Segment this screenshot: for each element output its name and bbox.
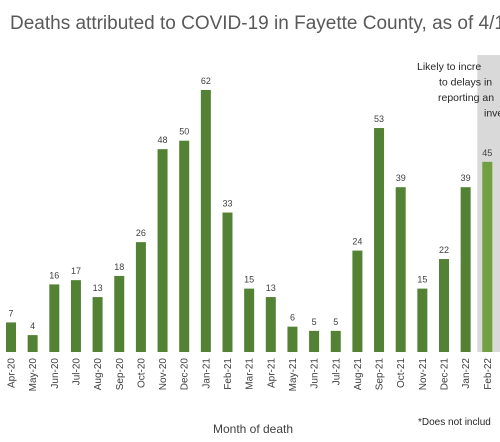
value-label: 17 [71, 266, 81, 276]
bar [352, 250, 363, 352]
bar [49, 284, 60, 352]
bar [157, 149, 168, 352]
value-label: 45 [482, 148, 492, 158]
x-tick-label: Apr-20 [7, 358, 18, 388]
value-label: 16 [49, 270, 59, 280]
x-tick-label: Jun-21 [310, 358, 321, 389]
x-tick-label: Sep-20 [115, 358, 126, 391]
annotation-line: invest [484, 108, 500, 120]
bar [460, 187, 471, 352]
bar [287, 326, 298, 352]
value-label: 18 [114, 262, 124, 272]
x-tick-label: Dec-21 [440, 358, 451, 391]
bar [114, 275, 125, 352]
annotation-line: reporting an [438, 92, 494, 104]
bar [265, 297, 276, 352]
x-tick-label: Oct-20 [136, 358, 147, 388]
footnote: *Does not includ [418, 417, 491, 428]
x-tick-label: Feb-21 [223, 358, 234, 390]
bar [92, 297, 103, 352]
value-label: 5 [312, 317, 317, 327]
bar [135, 242, 146, 352]
x-tick-label: Dec-20 [180, 358, 191, 391]
annotation-line: Likely to incre [417, 61, 481, 73]
value-label: 62 [201, 76, 211, 86]
bar [6, 322, 16, 352]
x-axis-label: Month of death [213, 422, 293, 436]
annotation-line: to delays in [439, 77, 492, 89]
value-label: 5 [333, 317, 338, 327]
value-label: 53 [374, 114, 384, 124]
value-label: 39 [396, 173, 406, 183]
x-tick-label: Jan-21 [201, 358, 212, 389]
x-tick-label: Jan-22 [461, 358, 472, 389]
x-tick-label: Jul-20 [71, 358, 82, 386]
x-tick-label: Nov-20 [158, 358, 169, 391]
value-label: 48 [158, 135, 168, 145]
value-label: 13 [93, 283, 103, 293]
value-label: 33 [222, 199, 232, 209]
value-label: 15 [417, 275, 427, 285]
bar [439, 259, 449, 352]
x-tick-label: May-21 [288, 358, 299, 392]
x-tick-label: Jun-20 [50, 358, 61, 389]
bar [482, 161, 493, 352]
value-label: 15 [244, 275, 254, 285]
bar [374, 128, 385, 352]
bar [179, 140, 190, 352]
value-label: 26 [136, 228, 146, 238]
value-label: 6 [290, 313, 295, 323]
value-label: 50 [179, 127, 189, 137]
x-tick-label: Nov-21 [418, 358, 429, 391]
bar [395, 187, 406, 352]
value-label: 24 [352, 237, 362, 247]
chart-title: Deaths attributed to COVID-19 in Fayette… [10, 13, 500, 34]
bar [244, 288, 255, 352]
x-tick-label: Sep-21 [375, 358, 386, 391]
bar [309, 330, 320, 352]
bar [330, 330, 341, 352]
x-tick-label: Oct-21 [396, 358, 407, 388]
value-label: 4 [30, 321, 35, 331]
x-tick-label: Mar-21 [245, 358, 256, 390]
bar [70, 280, 81, 352]
value-label: 22 [439, 245, 449, 255]
value-label: 39 [461, 173, 471, 183]
x-tick-label: Apr-21 [266, 358, 277, 388]
x-tick-label: May-20 [28, 358, 39, 392]
bar [200, 90, 211, 352]
bar [222, 212, 233, 352]
x-tick-label: Jul-21 [331, 358, 342, 386]
bar [27, 335, 38, 352]
value-label: 13 [266, 283, 276, 293]
x-tick-label: Feb-22 [483, 358, 494, 390]
x-tick-label: Aug-21 [353, 358, 364, 391]
x-tick-label: Aug-20 [93, 358, 104, 391]
bar [417, 288, 428, 352]
value-label: 7 [8, 308, 13, 318]
